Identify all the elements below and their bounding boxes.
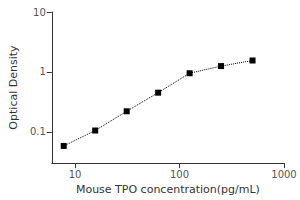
svg-text:10: 10 xyxy=(33,7,46,18)
svg-text:Mouse TPO concentration(pg/mL): Mouse TPO concentration(pg/mL) xyxy=(76,183,260,196)
svg-text:1000: 1000 xyxy=(271,169,296,180)
svg-text:10: 10 xyxy=(69,169,82,180)
svg-text:1: 1 xyxy=(39,66,45,77)
svg-text:Optical Density: Optical Density xyxy=(7,45,20,130)
svg-text:0.1: 0.1 xyxy=(30,126,46,137)
svg-text:100: 100 xyxy=(170,169,189,180)
